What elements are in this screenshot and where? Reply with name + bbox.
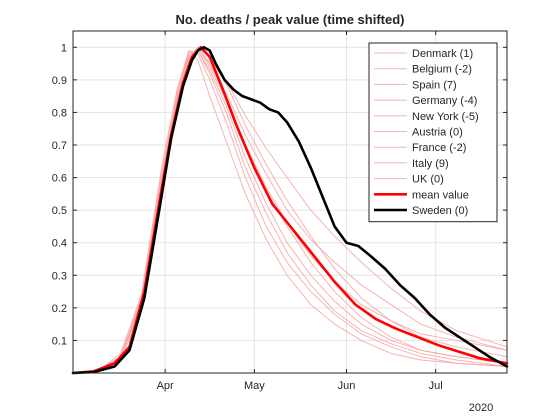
y-tick-label: 0.5 bbox=[52, 205, 67, 217]
y-tick-label: 0.4 bbox=[52, 238, 67, 250]
legend: Denmark (1) Belgium (-2) Spain (7) Germany … bbox=[368, 42, 498, 223]
legend-label-austria-0: Austria (0) bbox=[412, 127, 463, 139]
y-tick-label: 0.9 bbox=[52, 75, 67, 87]
legend-label-italy-9: Italy (9) bbox=[412, 158, 449, 170]
series-line-new-york-5 bbox=[72, 50, 508, 374]
y-tick-label: 0.3 bbox=[52, 270, 67, 282]
y-tick-label: 0.8 bbox=[52, 107, 67, 119]
series-line-italy-9 bbox=[72, 46, 508, 374]
axis-ticks: 0.1 0.2 0.3 0.4 0.5 0.6 0.7 0.8 0.9 1 Apr May Jun Jul bbox=[52, 31, 507, 392]
legend-label-belgium-2: Belgium (-2) bbox=[412, 64, 472, 76]
axes-box bbox=[72, 30, 508, 374]
x-year-label: 2020 bbox=[469, 402, 493, 414]
legend-label-spain-7: Spain (7) bbox=[412, 79, 457, 91]
legend-label-sweden-0: Sweden (0) bbox=[412, 205, 468, 217]
series-lines bbox=[71, 45, 509, 375]
legend-label-mean-value: mean value bbox=[412, 189, 469, 201]
chart-title: No. deaths / peak value (time shifted) bbox=[176, 12, 405, 27]
legend-label-germany-4: Germany (-4) bbox=[412, 95, 477, 107]
x-tick-label: Jun bbox=[338, 380, 356, 392]
y-tick-label: 0.2 bbox=[52, 303, 67, 315]
y-tick-label: 0.6 bbox=[52, 173, 67, 185]
x-tick-label: Jul bbox=[429, 380, 443, 392]
legend-label-france-2: France (-2) bbox=[412, 142, 466, 154]
legend-label-denmark-1: Denmark (1) bbox=[412, 48, 473, 60]
series-line-sweden-0 bbox=[71, 45, 509, 375]
y-tick-label: 0.1 bbox=[52, 335, 67, 347]
x-tick-label: Apr bbox=[157, 380, 174, 392]
legend-label-new-york-5: New York (-5) bbox=[412, 111, 479, 123]
y-tick-label: 1 bbox=[61, 42, 67, 54]
legend-box bbox=[368, 42, 498, 223]
legend-label-uk-0: UK (0) bbox=[412, 174, 444, 186]
y-tick-label: 0.7 bbox=[52, 140, 67, 152]
series-line-belgium-2 bbox=[72, 50, 508, 374]
x-tick-label: May bbox=[244, 380, 265, 392]
